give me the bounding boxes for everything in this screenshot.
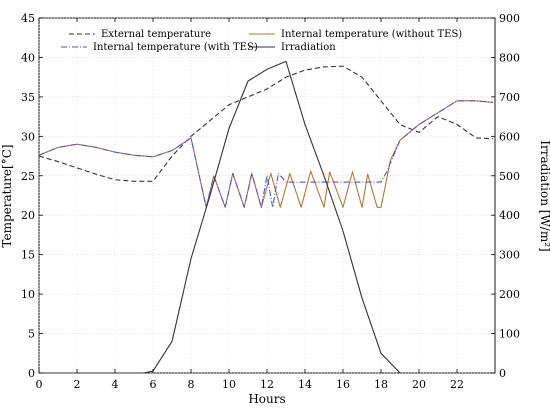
y-axis-right-title: Irradiation [W/m²] <box>538 140 550 251</box>
y-right-tick-label: 500 <box>499 170 520 183</box>
x-tick-label: 0 <box>36 378 43 391</box>
x-tick-label: 22 <box>450 378 464 391</box>
x-tick-label: 16 <box>336 378 350 391</box>
y-right-tick-label: 100 <box>499 328 520 341</box>
y-right-tick-label: 800 <box>499 51 520 64</box>
y-right-tick-label: 300 <box>499 249 520 262</box>
legend-label: Internal temperature (without TES) <box>281 29 462 40</box>
x-tick-label: 8 <box>188 378 195 391</box>
y-left-tick-label: 45 <box>21 12 35 25</box>
y-left-tick-label: 5 <box>28 328 35 341</box>
x-tick-label: 20 <box>412 378 426 391</box>
series-line-0 <box>38 65 494 182</box>
y-left-tick-label: 40 <box>21 51 35 64</box>
legend-label: External temperature <box>101 29 211 40</box>
x-tick-label: 4 <box>112 378 119 391</box>
y-left-tick-label: 20 <box>21 209 35 222</box>
y-right-tick-label: 700 <box>499 91 520 104</box>
y-right-tick-label: 200 <box>499 288 520 301</box>
y-right-tick-label: 900 <box>499 12 520 25</box>
y-left-tick-label: 0 <box>28 367 35 380</box>
grid <box>38 17 495 374</box>
legend-label: Internal temperature (with TES) <box>93 42 258 53</box>
y-left-tick-label: 30 <box>21 130 35 143</box>
x-tick-label: 6 <box>150 378 157 391</box>
y-left-tick-label: 25 <box>21 170 35 183</box>
series-line-2 <box>38 100 494 208</box>
x-tick-label: 14 <box>298 378 312 391</box>
y-left-tick-label: 35 <box>21 91 35 104</box>
y-right-tick-label: 600 <box>499 130 520 143</box>
series-line-3 <box>39 60 401 374</box>
x-tick-label: 12 <box>260 378 274 391</box>
y-left-tick-label: 10 <box>21 288 35 301</box>
legend-label: Irradiation <box>281 42 336 53</box>
x-axis-title: Hours <box>248 392 285 406</box>
x-tick-label: 2 <box>74 378 81 391</box>
y-axis-left-title: Temperature[°C] <box>0 144 14 247</box>
y-right-tick-label: 0 <box>499 367 506 380</box>
x-tick-label: 10 <box>222 378 236 391</box>
y-left-tick-label: 15 <box>21 249 35 262</box>
y-right-tick-label: 400 <box>499 209 520 222</box>
ticks: 0 2 4 6 8 10 12 14 16 18 20 22 0 5 10 15 20 25 30 35 40 45 0 10… <box>21 12 520 391</box>
x-tick-label: 18 <box>374 378 388 391</box>
series-lines <box>38 60 494 374</box>
legend: External temperature Internal temperature… <box>61 29 462 53</box>
